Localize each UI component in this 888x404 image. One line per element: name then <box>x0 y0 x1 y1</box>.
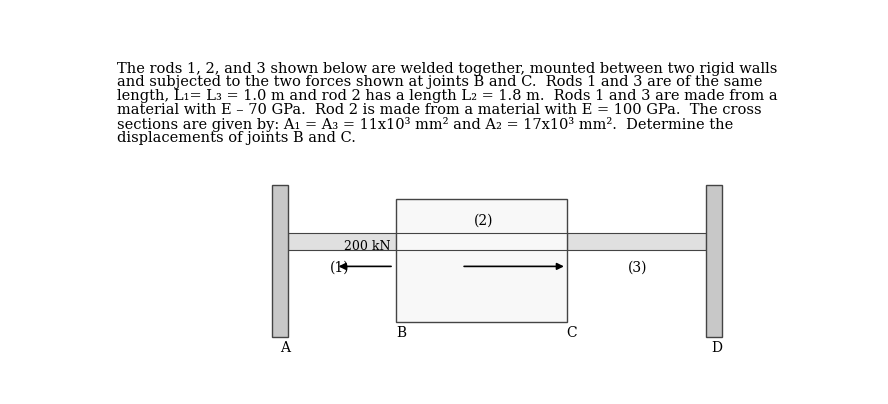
Text: A: A <box>280 341 290 355</box>
Text: (2): (2) <box>473 214 493 228</box>
Bar <box>706 185 722 337</box>
Text: material with E – 70 GPa.  Rod 2 is made from a material with E = 100 GPa.  The : material with E – 70 GPa. Rod 2 is made … <box>117 103 762 117</box>
Bar <box>273 185 288 337</box>
Text: length, L₁= L₃ = 1.0 m and rod 2 has a length L₂ = 1.8 m.  Rods 1 and 3 are made: length, L₁= L₃ = 1.0 m and rod 2 has a l… <box>117 89 778 103</box>
Text: The rods 1, 2, and 3 shown below are welded together, mounted between two rigid : The rods 1, 2, and 3 shown below are wel… <box>117 61 778 76</box>
Text: D: D <box>711 341 723 355</box>
Bar <box>567 233 706 250</box>
Text: B: B <box>396 326 407 340</box>
Text: 200 kN: 200 kN <box>344 240 390 252</box>
Text: 350 kN: 350 kN <box>491 276 537 288</box>
Text: sections are given by: A₁ = A₃ = 11x10³ mm² and A₂ = 17x10³ mm².  Determine the: sections are given by: A₁ = A₃ = 11x10³ … <box>117 117 733 132</box>
Text: (3): (3) <box>628 261 647 275</box>
Text: and subjected to the two forces shown at joints B and C.  Rods 1 and 3 are of th: and subjected to the two forces shown at… <box>117 76 763 89</box>
Bar <box>288 233 396 250</box>
Text: displacements of joints B and C.: displacements of joints B and C. <box>117 131 356 145</box>
Bar <box>396 199 567 322</box>
Text: C: C <box>567 326 577 340</box>
Text: (1): (1) <box>329 261 350 275</box>
